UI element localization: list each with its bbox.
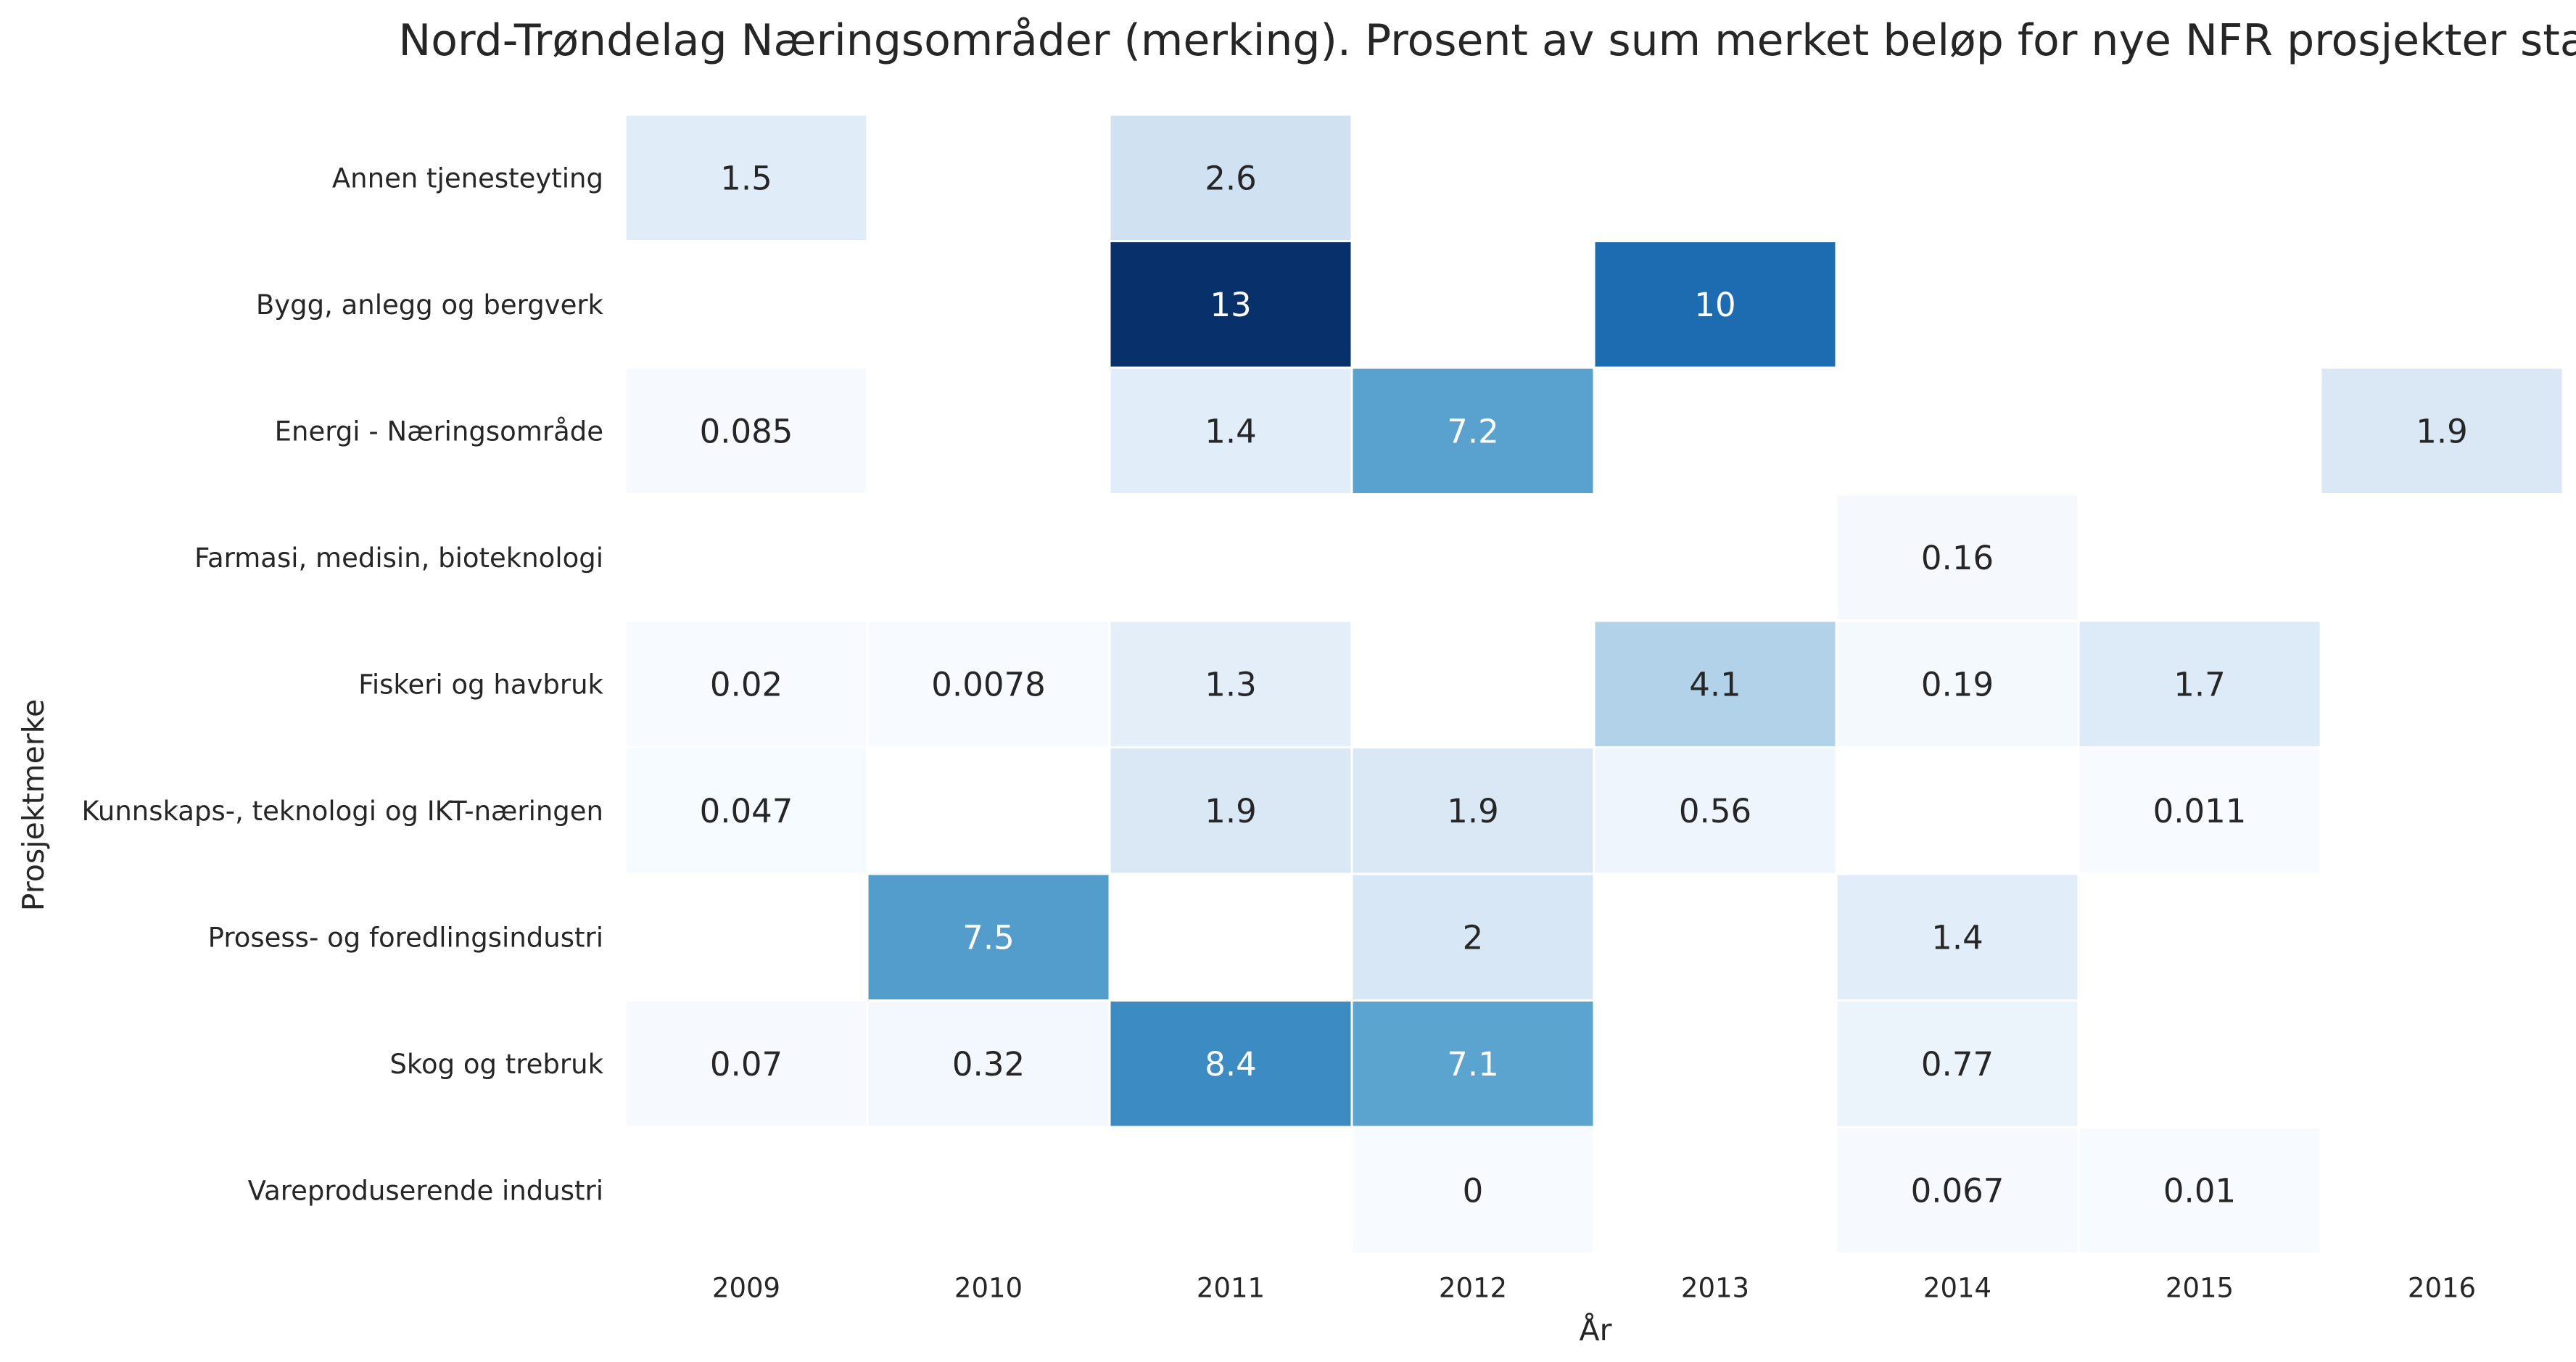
cell-value-label: 0 [1463, 1171, 1484, 1210]
heatmap-cell [1350, 746, 1595, 875]
heatmap-cell [1835, 999, 2080, 1128]
cell-value-label: 1.9 [1205, 792, 1257, 830]
cell-value-label: 0.011 [2153, 792, 2247, 830]
y-tick-label: Bygg, anlegg og bergverk [256, 289, 604, 321]
heatmap-cell [1350, 872, 1595, 1002]
cell-value-label: 1.3 [1205, 665, 1257, 703]
heatmap-cell [1108, 619, 1353, 748]
heatmap-cell [2319, 366, 2564, 495]
heatmap-cell [2077, 746, 2322, 875]
y-tick-label: Vareproduserende industri [248, 1175, 603, 1206]
y-tick-label: Farmasi, medisin, bioteknologi [194, 542, 603, 574]
x-tick-label: 2013 [1681, 1273, 1749, 1304]
cell-value-label: 0.32 [952, 1045, 1025, 1084]
heatmap-cell [624, 113, 869, 242]
y-tick-label: Skog og trebruk [389, 1049, 603, 1080]
y-tick-label: Fiskeri og havbruk [358, 669, 603, 700]
y-tick-label: Annen tjenesteyting [332, 162, 603, 194]
cell-value-label: 0.0078 [931, 665, 1045, 703]
x-tick-label: 2014 [1923, 1273, 1991, 1304]
x-axis-title: År [1580, 1313, 1612, 1347]
cell-value-label: 0.047 [700, 792, 793, 830]
heatmap-cell [1593, 746, 1838, 875]
cell-value-label: 0.01 [2163, 1171, 2236, 1210]
cell-value-label: 0.16 [1921, 539, 1994, 577]
heatmap-cell [624, 619, 869, 748]
y-tick-labels: Annen tjenesteyting Bygg, anlegg og bergv… [81, 162, 603, 1206]
heatmap-cell [1593, 619, 1838, 748]
cell-value-label: 0.07 [710, 1045, 783, 1084]
cell-value-label: 1.7 [2174, 665, 2226, 703]
cell-value-label: 7.2 [1447, 412, 1499, 450]
y-tick-label: Energi - Næringsområde [275, 416, 603, 447]
cell-value-label: 1.9 [1447, 792, 1499, 830]
cell-value-label: 4.1 [1689, 665, 1741, 703]
cell-value-label: 0.77 [1921, 1045, 1994, 1084]
heatmap-cell [2077, 1126, 2322, 1255]
heatmap-cell [1835, 872, 2080, 1002]
cell-value-label: 10 [1694, 286, 1735, 324]
heatmap-cell [1350, 366, 1595, 495]
heatmap-cell [1350, 999, 1595, 1128]
y-axis-title: Prosjektmerke [16, 699, 51, 911]
cell-value-label: 0.085 [700, 412, 793, 450]
heatmap-cell [1350, 1126, 1595, 1255]
heatmap-cell [1593, 240, 1838, 369]
heatmap-cell [624, 366, 869, 495]
heatmap-cell [866, 999, 1111, 1128]
cell-value-label: 0.56 [1679, 792, 1751, 830]
cell-value-label: 0.19 [1921, 665, 1994, 703]
chart-title: Nord-Trøndelag Næringsområder (merking).… [398, 15, 2576, 66]
cell-value-label: 1.4 [1931, 918, 1983, 957]
cell-value-label: 0.067 [1911, 1171, 2005, 1210]
cell-value-label: 2 [1463, 918, 1484, 957]
cell-value-label: 2.6 [1205, 159, 1257, 197]
x-tick-label: 2010 [954, 1273, 1023, 1304]
cell-value-label: 1.4 [1205, 412, 1257, 450]
cell-value-label: 7.1 [1447, 1045, 1499, 1084]
x-tick-label: 2009 [712, 1273, 780, 1304]
heatmap-cell [1108, 240, 1353, 369]
x-tick-label: 2015 [2166, 1273, 2234, 1304]
x-tick-label: 2016 [2408, 1273, 2476, 1304]
heatmap-cell [1108, 366, 1353, 495]
heatmap-cells: 1.5 2.6 13 10 0.085 1.4 7.2 1.9 0.16 0.02 0.0078 1.… [624, 113, 2564, 1255]
cell-value-label: 1.5 [720, 159, 772, 197]
heatmap-cell [624, 746, 869, 875]
heatmap-cell [866, 872, 1111, 1002]
y-tick-label: Kunnskaps-, teknologi og IKT-næringen [81, 796, 603, 827]
heatmap-cell [1835, 619, 2080, 748]
cell-value-label: 13 [1210, 286, 1251, 324]
cell-value-label: 7.5 [962, 918, 1015, 957]
heatmap-cell [1108, 113, 1353, 242]
x-tick-labels: 2009 2010 2011 2012 2013 2014 2015 2016 [712, 1273, 2476, 1304]
cell-value-label: 1.9 [2416, 412, 2468, 450]
heatmap-cell [1108, 746, 1353, 875]
cell-value-label: 8.4 [1205, 1045, 1257, 1084]
heatmap-cell [2077, 619, 2322, 748]
x-tick-label: 2012 [1439, 1273, 1507, 1304]
y-tick-label: Prosess- og foredlingsindustri [208, 922, 603, 953]
cell-value-label: 0.02 [710, 665, 783, 703]
x-tick-label: 2011 [1197, 1273, 1265, 1304]
